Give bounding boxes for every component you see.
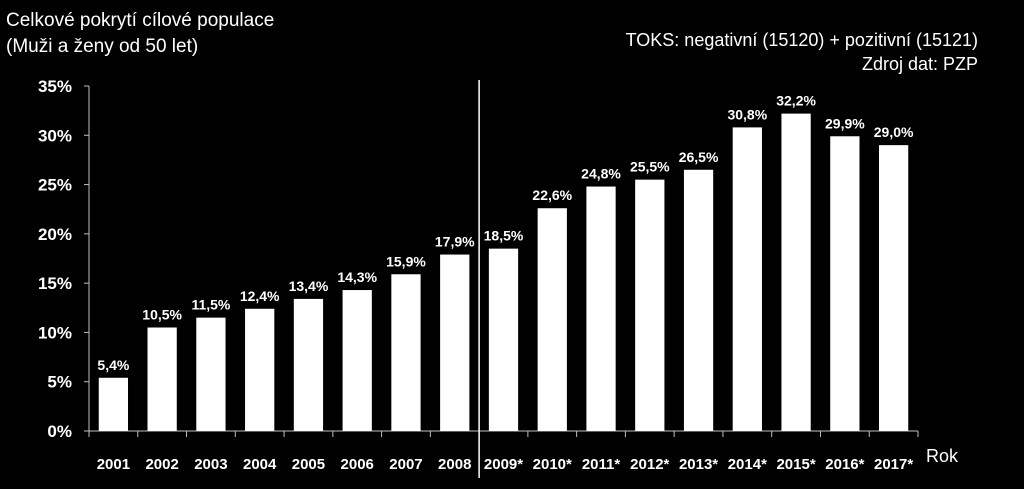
chart-note: TOKS: negativní (15120) + pozitivní (151… <box>626 28 978 76</box>
title-line-2: (Muži a ženy od 50 let) <box>6 36 199 57</box>
bar <box>586 186 616 431</box>
bar <box>293 298 324 431</box>
data-label: 26,5% <box>679 149 719 165</box>
data-label: 12,4% <box>240 288 280 304</box>
x-tick-label: 2017* <box>874 456 913 473</box>
y-tick-label: 25% <box>38 176 72 195</box>
x-tick-label: 2012* <box>630 456 669 473</box>
data-label: 14,3% <box>337 269 377 285</box>
x-tick-label: 2015* <box>776 456 815 473</box>
data-label: 29,0% <box>874 124 914 140</box>
y-tick-label: 5% <box>47 373 72 392</box>
bar <box>245 308 275 431</box>
data-label: 13,4% <box>289 278 329 294</box>
bar <box>391 274 421 431</box>
bar <box>781 113 811 431</box>
y-tick-label: 10% <box>38 323 72 342</box>
bar <box>635 179 665 431</box>
y-tick-label: 15% <box>38 274 72 293</box>
data-label: 29,9% <box>825 115 865 131</box>
x-tick-label: 2004 <box>243 456 277 473</box>
x-tick-label: 2008 <box>438 456 471 473</box>
data-label: 17,9% <box>435 234 475 250</box>
bar <box>683 169 714 432</box>
x-tick-label: 2003 <box>194 456 227 473</box>
title-line-1: Celkové pokrytí cílové populace <box>6 10 275 31</box>
data-label: 10,5% <box>142 307 182 323</box>
bar <box>878 145 909 431</box>
bar <box>830 136 860 431</box>
bar <box>440 254 470 431</box>
bar <box>488 248 519 431</box>
data-label: 15,9% <box>386 253 426 269</box>
x-tick-label: 2010* <box>533 456 572 473</box>
y-tick-label: 0% <box>47 422 72 441</box>
data-label: 25,5% <box>630 159 670 175</box>
x-tick-label: 2002 <box>145 456 178 473</box>
bar <box>147 327 177 431</box>
x-tick-label: 2007 <box>389 456 422 473</box>
data-label: 32,2% <box>776 93 816 109</box>
note-method: TOKS: negativní (15120) + pozitivní (151… <box>625 30 978 50</box>
x-tick-label: 2005 <box>292 456 325 473</box>
data-label: 11,5% <box>191 297 230 313</box>
bar <box>196 317 226 431</box>
bar <box>732 127 762 432</box>
x-tick-label: 2011* <box>582 456 621 473</box>
x-tick-label: 2006 <box>341 456 374 473</box>
x-tick-label: 2016* <box>825 456 864 473</box>
y-tick-label: 35% <box>38 77 72 96</box>
x-tick-label: 2014* <box>728 456 767 473</box>
bar <box>537 208 567 431</box>
y-tick-label: 30% <box>38 126 72 145</box>
bar <box>342 290 372 431</box>
data-label: 24,8% <box>581 166 621 182</box>
chart-title: Celkové pokrytí cílové populace (Muži a … <box>6 8 274 60</box>
data-label: 30,8% <box>727 106 767 122</box>
x-tick-label: 2013* <box>679 456 718 473</box>
x-tick-label: 2009* <box>484 456 523 473</box>
y-tick-label: 20% <box>38 225 72 244</box>
x-axis-label: Rok <box>926 446 959 466</box>
data-label: 22,6% <box>532 187 572 203</box>
bar <box>98 377 129 431</box>
note-source: Zdroj dat: PZP <box>861 54 978 74</box>
data-label: 18,5% <box>484 228 524 244</box>
data-label: 5,4% <box>97 357 129 373</box>
x-tick-label: 2001 <box>97 456 130 473</box>
